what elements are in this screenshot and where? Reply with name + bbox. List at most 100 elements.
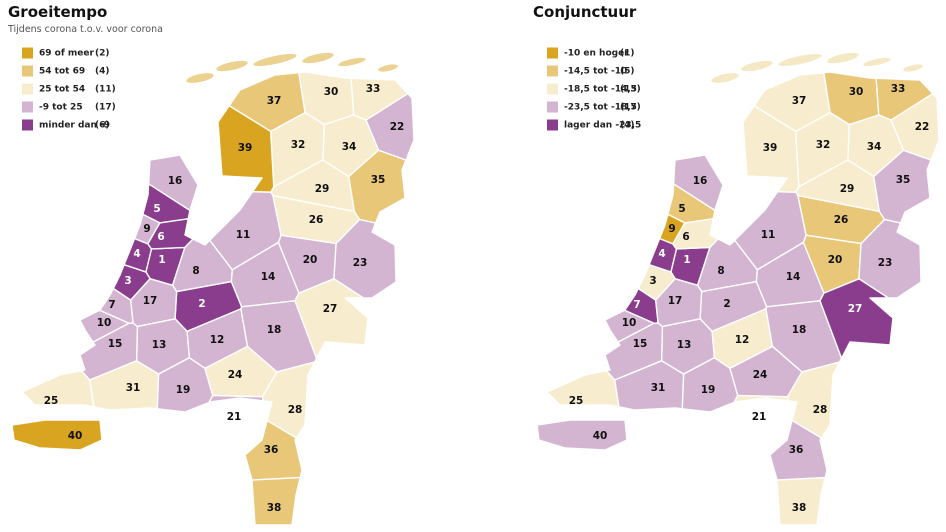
region-label: 5 <box>678 203 685 215</box>
region-label: 15 <box>108 338 123 350</box>
region-label: 1 <box>158 254 165 266</box>
region-label: 17 <box>668 295 683 307</box>
region <box>654 278 703 328</box>
region-label: 30 <box>324 86 339 98</box>
legend-swatch <box>22 47 33 59</box>
legend-swatch <box>22 83 33 95</box>
legend-label: 25 tot 54 <box>39 85 85 95</box>
region <box>536 419 628 451</box>
region <box>217 105 275 193</box>
region-label: 29 <box>315 183 330 195</box>
region-label: 39 <box>238 142 253 154</box>
map-title: Groeitempo <box>8 3 107 21</box>
island <box>378 64 398 72</box>
region-label: 36 <box>264 444 279 456</box>
region-label: 20 <box>303 254 318 266</box>
region-label: 7 <box>633 299 640 311</box>
region-label: 12 <box>735 334 750 346</box>
island <box>216 60 248 72</box>
region-label: 14 <box>261 271 276 283</box>
region-label: 18 <box>267 324 282 336</box>
map: Conjunctuur12345678910111213141516171819… <box>533 3 940 526</box>
region-label: 7 <box>108 299 115 311</box>
region-label: 3 <box>124 275 131 287</box>
region <box>742 105 800 193</box>
legend-swatch <box>547 119 558 131</box>
legend-label: -9 tot 25 <box>39 103 83 113</box>
region <box>658 213 686 245</box>
region <box>873 149 932 224</box>
region-label: 15 <box>633 338 648 350</box>
region-label: 24 <box>753 369 768 381</box>
region-label: 11 <box>761 229 776 241</box>
island <box>186 73 214 83</box>
region-label: 13 <box>152 339 167 351</box>
region-label: 27 <box>848 303 863 315</box>
island <box>778 53 822 67</box>
legend-count: (17) <box>95 103 116 113</box>
region-label: 9 <box>668 223 675 235</box>
region-label: 38 <box>267 502 282 514</box>
region-label: 19 <box>176 384 191 396</box>
region-label: 26 <box>834 214 849 226</box>
island <box>741 60 773 72</box>
region-label: 32 <box>291 139 306 151</box>
legend-label: -18,5 tot -14,5 <box>564 85 637 95</box>
region-label: 10 <box>622 317 637 329</box>
region-label: 35 <box>896 174 911 186</box>
region-label: 40 <box>593 430 608 442</box>
region-label: 19 <box>701 384 716 396</box>
region <box>819 278 894 360</box>
legend-count: (1) <box>620 49 635 59</box>
island <box>302 52 334 64</box>
region <box>875 77 934 121</box>
region-label: 37 <box>792 95 807 107</box>
region-label: 3 <box>649 275 656 287</box>
region-label: 28 <box>813 404 828 416</box>
map-title: Conjunctuur <box>533 3 637 21</box>
region <box>21 370 95 408</box>
legend-count: (4) <box>620 121 635 131</box>
region-label: 23 <box>878 257 893 269</box>
region-label: 9 <box>143 223 150 235</box>
region-label: 11 <box>236 229 251 241</box>
region-label: 13 <box>677 339 692 351</box>
island <box>711 73 739 83</box>
legend-swatch <box>547 101 558 113</box>
region-label: 35 <box>371 174 386 186</box>
region <box>147 218 194 250</box>
region-label: 21 <box>752 411 767 423</box>
region <box>672 218 719 250</box>
legend-count: (5) <box>620 67 635 77</box>
region <box>129 278 178 328</box>
region <box>251 476 301 526</box>
region-label: 28 <box>288 404 303 416</box>
legend-label: 69 of meer <box>39 49 94 59</box>
region-label: 14 <box>786 271 801 283</box>
region-label: 18 <box>792 324 807 336</box>
legend-label: 54 tot 69 <box>39 67 85 77</box>
region-label: 10 <box>97 317 112 329</box>
region-label: 6 <box>682 231 689 243</box>
region <box>672 154 749 219</box>
legend-swatch <box>547 83 558 95</box>
region <box>89 360 160 411</box>
region-label: 5 <box>153 203 160 215</box>
region-label: 6 <box>157 231 164 243</box>
region <box>546 370 620 408</box>
region-label: 38 <box>792 502 807 514</box>
region-label: 8 <box>717 265 724 277</box>
region-label: 24 <box>228 369 243 381</box>
region-label: 16 <box>693 175 708 187</box>
region-label: 39 <box>763 142 778 154</box>
region-label: 2 <box>198 298 205 310</box>
legend-swatch <box>22 119 33 131</box>
legend-swatch <box>547 65 558 77</box>
island <box>903 64 923 72</box>
region-label: 26 <box>309 214 324 226</box>
region <box>776 476 826 526</box>
legend-count: (4) <box>95 67 110 77</box>
legend-count: (6) <box>95 121 110 131</box>
region-label: 31 <box>126 382 141 394</box>
